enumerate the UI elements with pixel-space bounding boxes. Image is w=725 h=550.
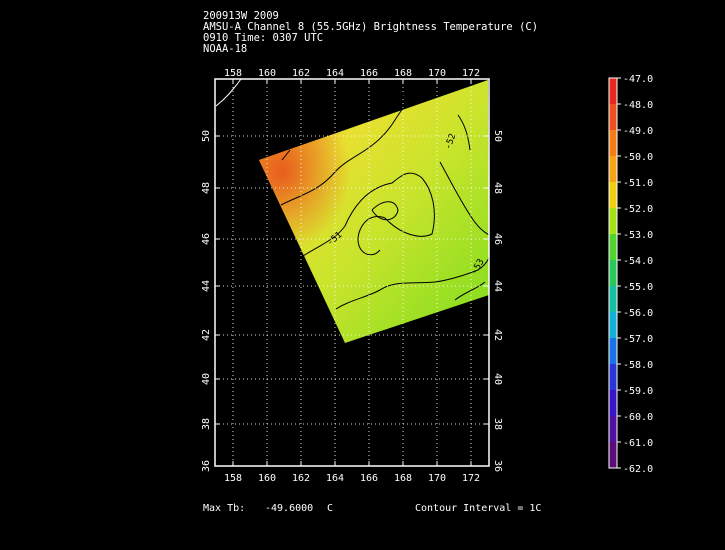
contour-line: [281, 149, 291, 161]
swath-hotspot: [259, 80, 489, 343]
title-line-2: AMSU-A Channel 8 (55.5GHz) Brightness Te…: [203, 21, 539, 33]
contour-line: [335, 257, 489, 310]
colorbar-label: -56.0: [623, 308, 653, 319]
contour-line: [280, 91, 431, 206]
lat-tick-label: 38: [201, 418, 212, 430]
contour-line: [457, 114, 471, 151]
lat-tick-label: 36: [201, 460, 212, 472]
lat-labels-left: 36 38 40 42 44 46 48 50: [201, 130, 212, 472]
lat-tick-label: 50: [201, 130, 212, 142]
colorbar-segment: [609, 286, 617, 313]
colorbar-segment: [609, 234, 617, 261]
title-line-3: 0910 Time: 0307 UTC: [203, 32, 324, 44]
lat-tick-label: 42: [201, 329, 212, 341]
contour-line: [454, 281, 486, 301]
colorbar-label: -49.0: [623, 126, 653, 137]
colorbar-label: -52.0: [623, 204, 653, 215]
title-line-1: 200913W 2009: [203, 10, 279, 22]
max-tb-value: -49.6000: [265, 503, 314, 514]
lat-tick-label: 40: [201, 373, 212, 385]
map-frame: [214, 78, 490, 467]
colorbar-label: -58.0: [623, 360, 653, 371]
colorbar-segment: [609, 260, 617, 287]
lat-tick-label: 46: [201, 233, 212, 245]
colorbar-label: -61.0: [623, 438, 653, 449]
lon-tick-label: 168: [394, 68, 412, 79]
lon-tick-label: 172: [462, 68, 480, 79]
colorbar-label: -54.0: [623, 256, 653, 267]
colorbar-segment: [609, 416, 617, 443]
colorbar-segment: [609, 208, 617, 235]
lat-tick-label: 48: [201, 182, 212, 194]
lon-tick-label: 170: [428, 473, 446, 484]
contour-line: [371, 201, 399, 221]
lon-tick-label: 166: [360, 68, 378, 79]
max-tb-label: Max Tb:: [203, 503, 246, 514]
lon-tick-label: 172: [462, 473, 480, 484]
lon-tick-label: 168: [394, 473, 412, 484]
colorbar-segment: [609, 78, 617, 105]
title-line-4: NOAA-18: [203, 43, 248, 55]
lon-tick-label: 158: [224, 68, 242, 79]
colorbar-segment: [609, 156, 617, 183]
colorbar-segment: [609, 442, 617, 469]
max-tb-unit: C: [327, 503, 334, 514]
lat-tick-label: 38: [492, 418, 503, 430]
colorbar-segment: [609, 338, 617, 365]
lon-tick-label: 166: [360, 473, 378, 484]
frame-ticks: [215, 79, 489, 466]
map-area: -51 -52 -51 -53: [215, 79, 489, 466]
colorbar: -47.0 -48.0 -49.0 -50.0 -51.0 -52.0 -53.0 -54.0…: [608, 74, 653, 475]
lat-tick-label: 42: [492, 329, 503, 341]
lat-tick-label: 50: [492, 130, 503, 142]
lon-tick-label: 162: [292, 473, 310, 484]
lon-tick-label: 164: [326, 473, 344, 484]
lon-labels-bottom: 158 160 162 164 166 168 170 172: [224, 473, 480, 484]
colorbar-segment: [609, 104, 617, 131]
lat-tick-label: 44: [492, 280, 503, 292]
colorbar-segment: [609, 182, 617, 209]
lon-tick-label: 164: [326, 68, 344, 79]
contour-line: [302, 172, 435, 257]
colorbar-label: -57.0: [623, 334, 653, 345]
lat-tick-label: 40: [492, 373, 503, 385]
lat-tick-label: 48: [492, 182, 503, 194]
coastline: [215, 79, 242, 107]
colorbar-label: -55.0: [623, 282, 653, 293]
lat-tick-label: 44: [201, 280, 212, 292]
lon-tick-label: 162: [292, 68, 310, 79]
lat-labels-right: 36 38 40 42 44 46 48 50: [492, 130, 503, 472]
colorbar-label: -53.0: [623, 230, 653, 241]
graticule: [215, 79, 489, 466]
colorbar-segment: [609, 312, 617, 339]
lon-tick-label: 160: [258, 473, 276, 484]
colorbar-label: -60.0: [623, 412, 653, 423]
colorbar-segment: [609, 390, 617, 417]
lon-tick-label: 160: [258, 68, 276, 79]
colorbar-label: -48.0: [623, 100, 653, 111]
lon-tick-label: 170: [428, 68, 446, 79]
lat-tick-label: 46: [492, 233, 503, 245]
contour-line: [439, 161, 489, 236]
colorbar-label: -47.0: [623, 74, 653, 85]
contour-interval: Contour Interval = 1C: [415, 503, 542, 514]
lon-labels-top: 158 160 162 164 166 168 170 172: [224, 68, 480, 79]
lat-tick-label: 36: [492, 460, 503, 472]
colorbar-label: -50.0: [623, 152, 653, 163]
colorbar-segment: [609, 364, 617, 391]
colorbar-border: [608, 77, 618, 469]
colorbar-label: -62.0: [623, 464, 653, 475]
colorbar-label: -51.0: [623, 178, 653, 189]
colorbar-label: -59.0: [623, 386, 653, 397]
lon-tick-label: 158: [224, 473, 242, 484]
colorbar-segment: [609, 130, 617, 157]
